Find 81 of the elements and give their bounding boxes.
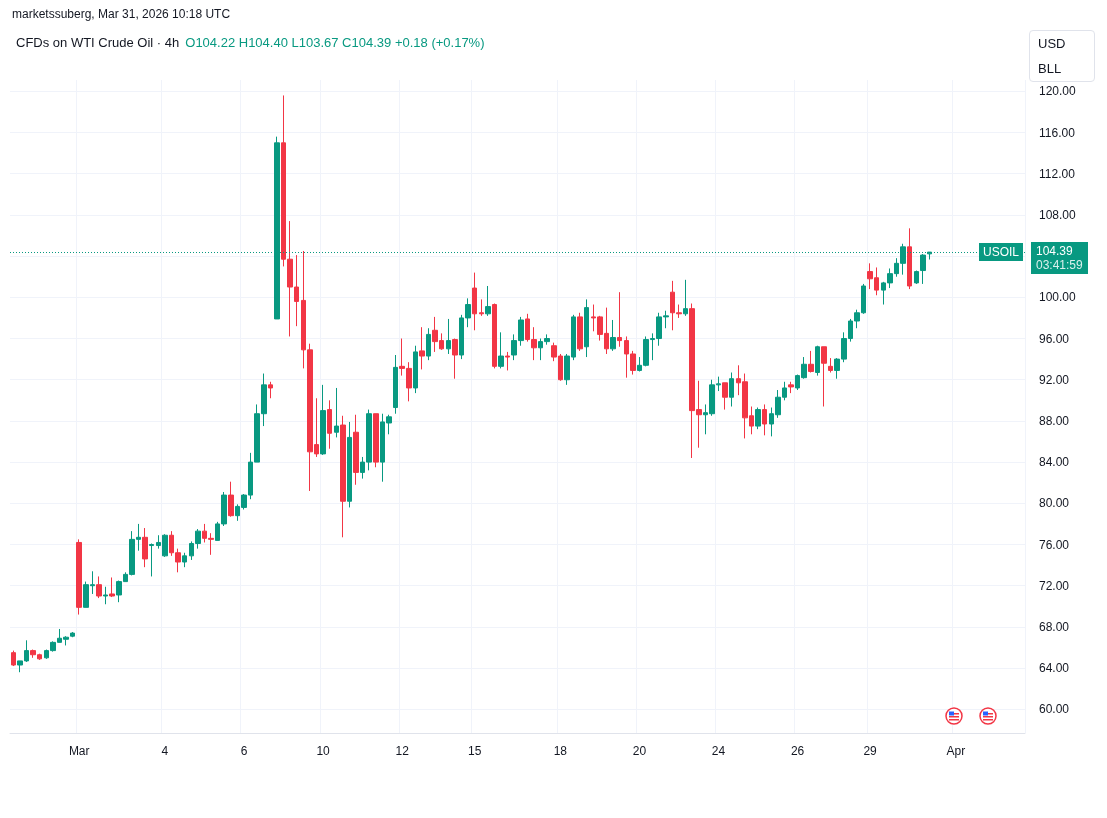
text: 03:41:59 xyxy=(1036,258,1083,273)
candlestick xyxy=(327,399,332,450)
candlestick xyxy=(347,421,352,508)
x-tick-label: 6 xyxy=(240,744,248,758)
x-tick-label: 15 xyxy=(467,744,482,758)
y-tick-label: 88.00 xyxy=(1039,413,1070,428)
candlestick xyxy=(492,303,497,369)
candlestick xyxy=(182,552,187,568)
candlestick xyxy=(577,312,583,352)
x-tick-label: Mar xyxy=(68,744,90,758)
candlestick xyxy=(808,350,814,374)
candlestick xyxy=(76,538,82,616)
candlestick xyxy=(393,354,398,415)
annotation: USOIL xyxy=(979,243,1024,262)
candlestick xyxy=(340,415,346,538)
candlestick xyxy=(70,631,75,638)
y-tick-label: 96.00 xyxy=(1039,331,1070,346)
y-tick-label: 76.00 xyxy=(1039,537,1070,552)
candlestick xyxy=(426,327,431,361)
y-tick-label: 68.00 xyxy=(1039,619,1070,634)
candlestick xyxy=(821,346,827,407)
y-tick-label: 60.00 xyxy=(1039,702,1070,717)
y-tick-label: 84.00 xyxy=(1039,455,1070,470)
x-tick-label: 10 xyxy=(316,744,331,758)
x-tick-label: Apr xyxy=(946,744,966,758)
y-tick-label: 92.00 xyxy=(1039,372,1070,387)
candlestick xyxy=(228,481,234,518)
candlestick xyxy=(479,298,484,317)
candlestick xyxy=(610,319,616,352)
candlestick xyxy=(109,576,115,598)
y-tick-label: 64.00 xyxy=(1039,661,1070,676)
candlestick xyxy=(505,351,510,371)
candlestick xyxy=(472,272,477,331)
ref-line-label: 104.39 xyxy=(1036,244,1074,259)
candlestick xyxy=(419,326,425,370)
candlestick xyxy=(446,318,451,355)
text: marketssuberg, Mar 31, 2026 10:18 UTC xyxy=(12,7,231,21)
candlestick xyxy=(11,650,16,667)
x-tick-label: 24 xyxy=(711,744,726,758)
x-tick-label: 29 xyxy=(863,744,878,758)
candlestick xyxy=(584,298,589,358)
text: BLL xyxy=(1038,61,1062,76)
candlestick xyxy=(268,381,273,399)
candlestick xyxy=(498,331,504,369)
candlestick xyxy=(96,575,102,599)
candlestick xyxy=(452,338,458,380)
candlestick xyxy=(149,542,154,577)
chart-title: CFDs on WTI Crude Oil · 4h xyxy=(16,35,180,50)
candlestick xyxy=(320,384,326,456)
text: O104.22 H104.40 L103.67 C104.39 +0.18 (+0.17%) xyxy=(185,35,485,50)
x-tick-label: 20 xyxy=(632,744,647,758)
candlestick xyxy=(373,413,379,468)
candlestick xyxy=(828,357,833,374)
candlestick xyxy=(103,586,108,605)
y-tick-label: 72.00 xyxy=(1039,578,1070,593)
candlestick xyxy=(788,381,794,394)
candlestick xyxy=(722,382,728,411)
x-tick-label: 18 xyxy=(553,744,568,758)
candlestick xyxy=(617,291,622,348)
x-tick-label: 26 xyxy=(790,744,805,758)
candlestick xyxy=(334,387,339,438)
y-tick-label: 112.00 xyxy=(1039,166,1076,181)
candlestick xyxy=(762,403,767,436)
candlestick xyxy=(907,227,912,290)
candlestick xyxy=(683,279,688,317)
candlestick xyxy=(485,285,491,317)
candlestick xyxy=(142,527,148,568)
candlestick xyxy=(413,345,418,394)
x-tick-label: 4 xyxy=(161,744,169,758)
candlestick xyxy=(815,345,820,377)
y-tick-label: 116.00 xyxy=(1039,125,1076,140)
candlestick xyxy=(914,270,919,285)
x-tick-label: 12 xyxy=(395,744,410,758)
y-tick-label: 108.00 xyxy=(1039,207,1077,222)
y-tick-label: 120.00 xyxy=(1039,84,1077,99)
y-tick-label: 80.00 xyxy=(1039,496,1070,511)
text: USD xyxy=(1038,36,1066,51)
candlestick xyxy=(353,414,359,486)
candlestick xyxy=(755,407,761,430)
candlestick xyxy=(729,372,734,407)
y-tick-label: 100.00 xyxy=(1039,290,1077,305)
